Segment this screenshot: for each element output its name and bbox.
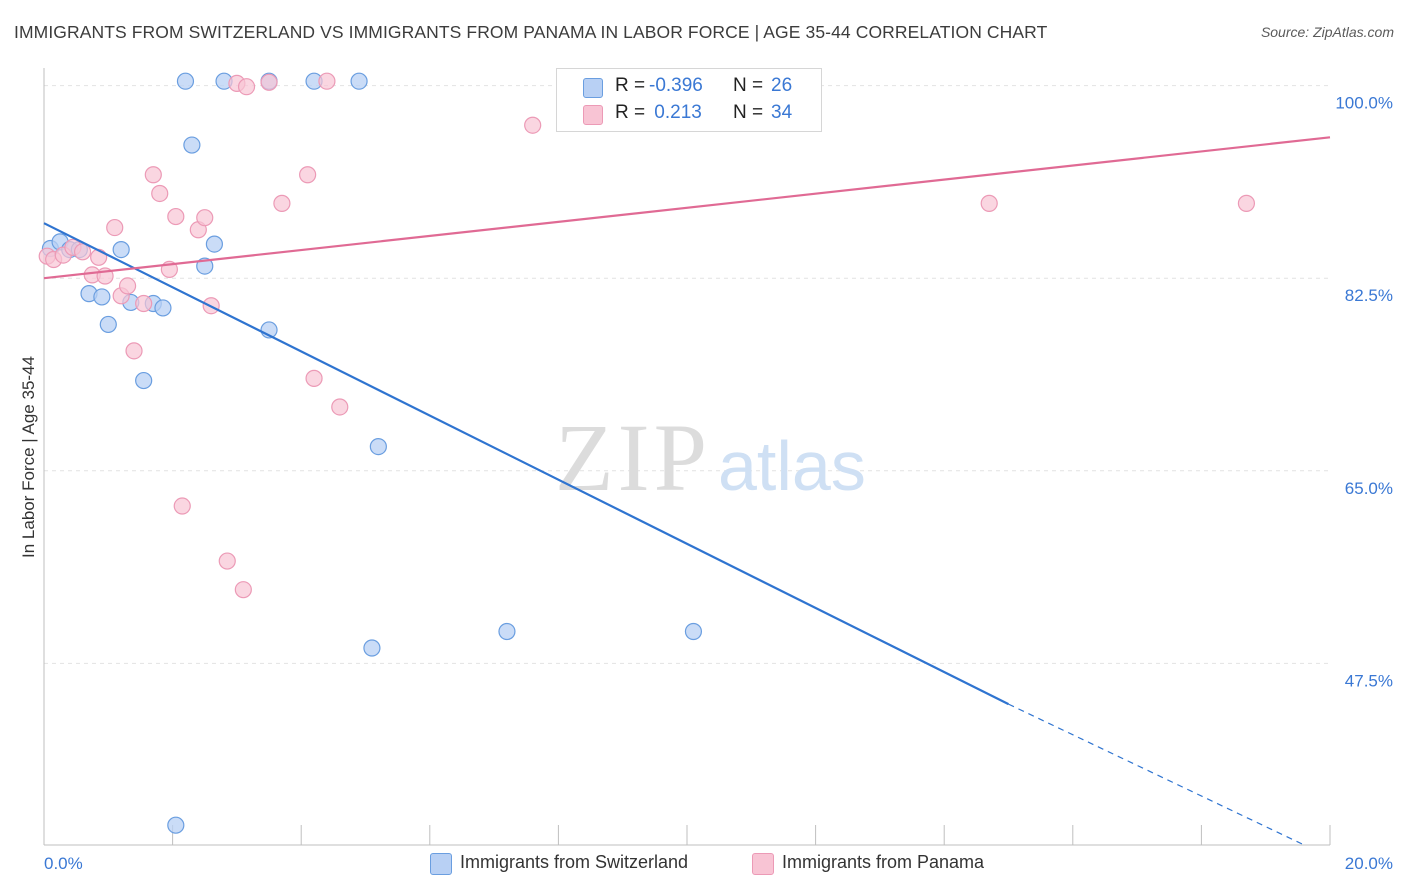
switzerland-point	[363, 639, 381, 657]
grid-lines	[44, 85, 1330, 664]
legend-label-switzerland: Immigrants from Switzerland	[460, 852, 689, 872]
switzerland-trend-extension	[1008, 703, 1305, 846]
switzerland-point	[167, 816, 185, 834]
source-label: Source: ZipAtlas.com	[1260, 24, 1394, 40]
axes	[43, 68, 1331, 846]
y-tick-label: 65.0%	[1345, 479, 1393, 498]
switzerland-point	[369, 437, 387, 456]
legend-label-panama: Immigrants from Panama	[782, 852, 985, 872]
panama-point	[106, 218, 124, 237]
legend-n-label: N =	[733, 102, 764, 123]
switzerland-trend-line	[43, 222, 1009, 706]
chart-title: IMMIGRANTS FROM SWITZERLAND VS IMMIGRANT…	[14, 22, 1048, 42]
legend-swatch-panama	[752, 853, 774, 875]
stats-legend: R = -0.396 N = 26 R = 0.213 N = 34	[556, 68, 822, 132]
panama-point	[1237, 194, 1256, 212]
panama-point	[196, 209, 214, 227]
panama-point	[299, 166, 317, 184]
panama-point	[318, 72, 336, 90]
panama-point	[118, 277, 137, 295]
legend-row-panama: R = 0.213 N = 34	[557, 100, 821, 128]
legend-r-value: -0.396	[649, 75, 703, 96]
switzerland-point	[93, 288, 111, 306]
panama-point	[234, 581, 252, 599]
legend-row-switzerland: R = -0.396 N = 26	[557, 73, 821, 101]
watermark: ZIP atlas	[555, 404, 866, 511]
panama-point	[125, 342, 143, 360]
x-tick-label: 0.0%	[44, 854, 83, 873]
panama-point	[90, 248, 108, 266]
switzerland-point	[99, 315, 117, 334]
panama-point	[173, 497, 191, 515]
switzerland-point	[135, 371, 153, 390]
panama-point	[167, 207, 185, 226]
switzerland-point	[350, 72, 368, 90]
panama-point	[218, 552, 236, 570]
panama-points	[38, 72, 1256, 599]
watermark-atlas: atlas	[718, 427, 866, 505]
panama-trend-line	[43, 136, 1331, 280]
legend-n-value: 26	[771, 75, 793, 96]
panama-point	[151, 184, 169, 203]
panama-point	[260, 73, 278, 91]
y-tick-label: 47.5%	[1345, 671, 1393, 690]
panama-point	[331, 398, 349, 416]
watermark-zip: ZIP	[555, 404, 711, 511]
switzerland-point	[205, 235, 223, 253]
x-tick-label: 20.0%	[1345, 854, 1393, 873]
y-tick-label: 82.5%	[1345, 286, 1393, 305]
panama-point	[144, 166, 162, 184]
trend-lines	[43, 136, 1331, 846]
y-axis-label: In Labor Force | Age 35-44	[19, 356, 38, 558]
y-tick-label: 100.0%	[1335, 94, 1393, 113]
switzerland-point	[183, 136, 201, 154]
legend-swatch-panama	[583, 105, 603, 125]
switzerland-point	[176, 72, 195, 90]
legend-n-label: N =	[733, 75, 764, 96]
panama-point	[273, 194, 291, 212]
panama-point	[237, 78, 256, 96]
legend-swatch-switzerland	[430, 853, 452, 875]
panama-point	[305, 369, 323, 387]
switzerland-point	[112, 240, 130, 259]
series-legend: Immigrants from Switzerland Immigrants f…	[0, 852, 1406, 878]
switzerland-point	[684, 622, 703, 641]
switzerland-point	[498, 622, 516, 641]
legend-n-value: 34	[771, 102, 793, 123]
switzerland-point	[154, 299, 172, 317]
legend-r-label: R =	[615, 102, 646, 123]
panama-point	[524, 116, 542, 134]
panama-point	[980, 194, 998, 212]
panama-point	[135, 294, 153, 313]
legend-r-value: 0.213	[649, 102, 702, 123]
legend-r-label: R =	[615, 75, 646, 96]
legend-swatch-switzerland	[583, 78, 603, 98]
panama-point	[73, 243, 92, 261]
tick-labels: 100.0% 82.5% 65.0% 47.5% 0.0% 20.0%	[44, 94, 1393, 873]
